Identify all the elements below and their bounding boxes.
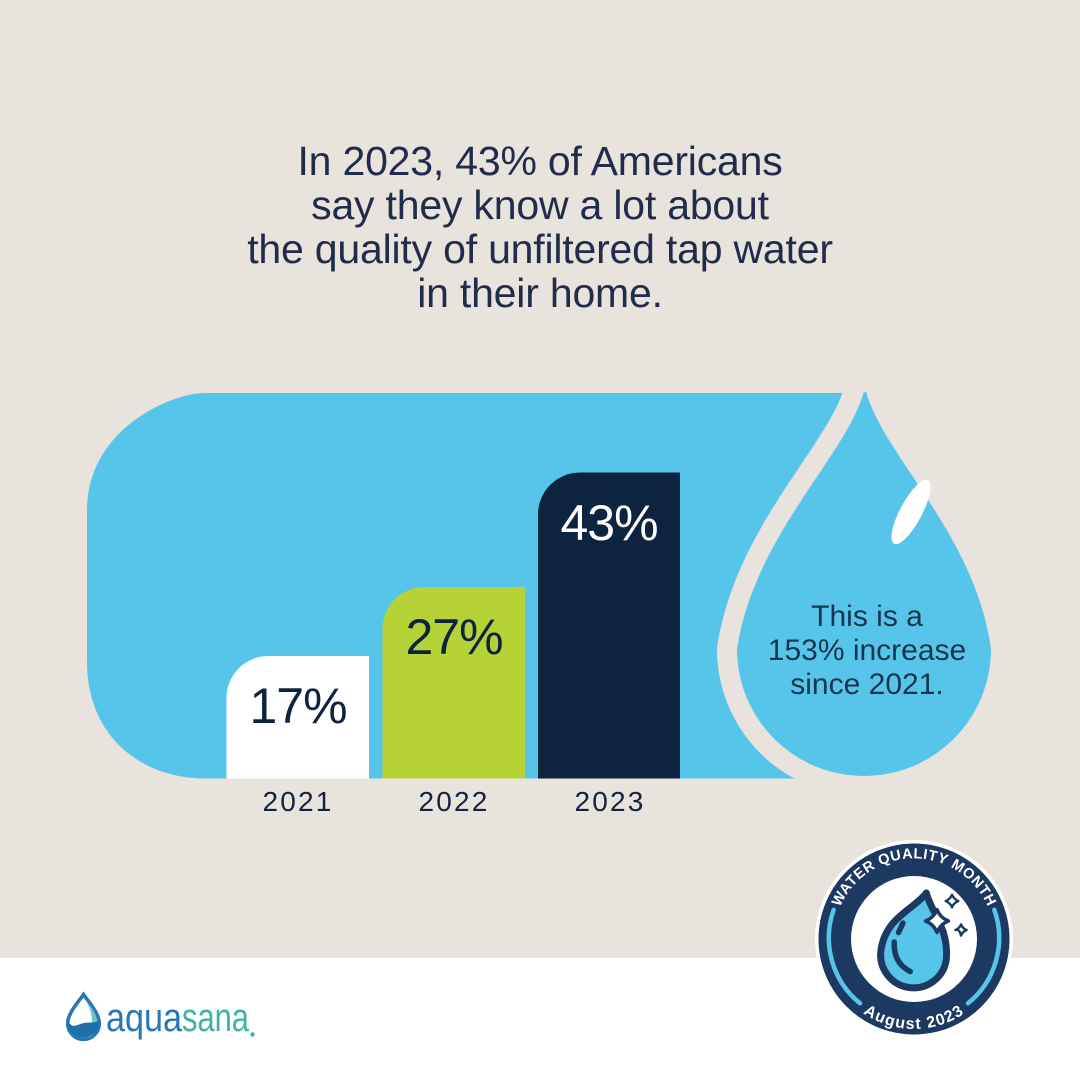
svg-text:aqua: aqua: [106, 996, 183, 1040]
svg-text:sana: sana: [182, 996, 250, 1040]
